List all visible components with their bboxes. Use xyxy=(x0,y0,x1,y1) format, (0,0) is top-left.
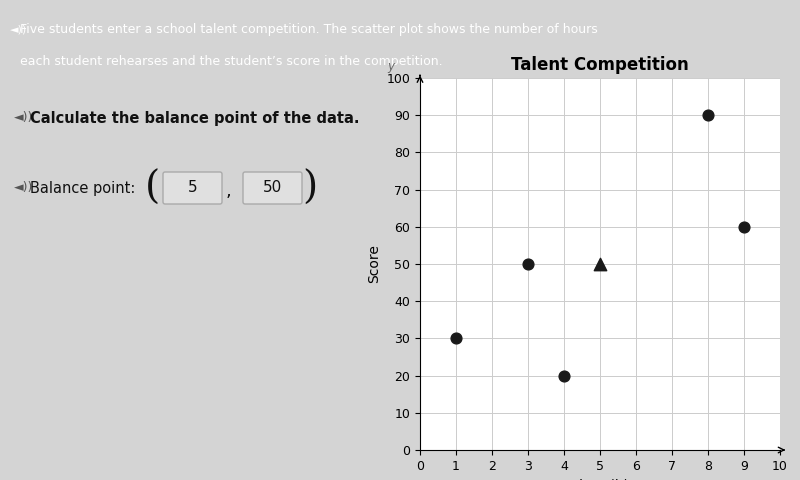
Title: Talent Competition: Talent Competition xyxy=(511,56,689,73)
Point xyxy=(702,111,714,119)
X-axis label: Time (h): Time (h) xyxy=(571,478,629,480)
Y-axis label: Score: Score xyxy=(367,245,381,283)
Point xyxy=(738,223,750,230)
Text: Balance point:: Balance point: xyxy=(30,180,135,195)
Text: ,: , xyxy=(225,182,231,200)
Point xyxy=(594,260,606,268)
FancyBboxPatch shape xyxy=(163,172,222,204)
Text: ): ) xyxy=(302,169,318,206)
Text: x: x xyxy=(793,477,800,480)
FancyBboxPatch shape xyxy=(243,172,302,204)
Text: (: ( xyxy=(144,169,160,206)
Text: Five students enter a school talent competition. The scatter plot shows the numb: Five students enter a school talent comp… xyxy=(20,23,598,36)
Text: 50: 50 xyxy=(263,180,282,195)
Text: ◄)): ◄)) xyxy=(14,181,34,194)
Text: Calculate the balance point of the data.: Calculate the balance point of the data. xyxy=(30,110,359,125)
Point xyxy=(558,372,570,379)
Point xyxy=(450,335,462,342)
Text: each student rehearses and the student’s score in the competition.: each student rehearses and the student’s… xyxy=(20,55,442,68)
Text: 5: 5 xyxy=(188,180,198,195)
Text: ◄)): ◄)) xyxy=(14,111,34,124)
Point xyxy=(522,260,534,268)
Text: ◄)): ◄)) xyxy=(10,24,27,34)
Text: y: y xyxy=(387,60,394,73)
